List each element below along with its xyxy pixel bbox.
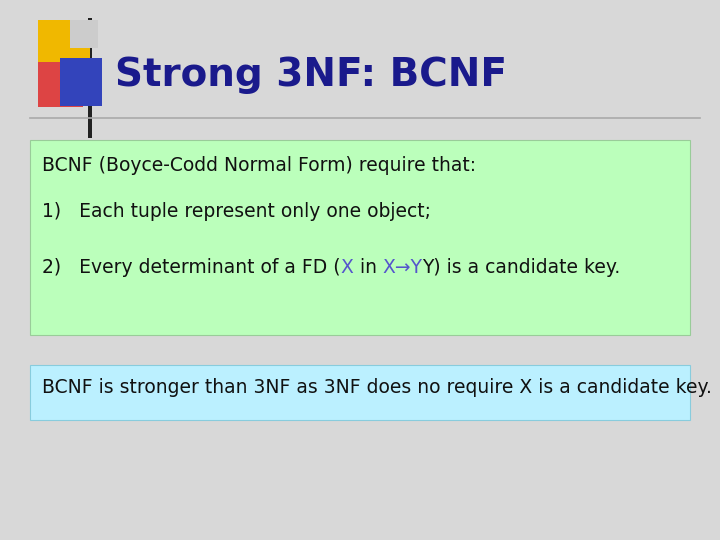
- Bar: [70, 20, 98, 48]
- Bar: [30, 365, 690, 420]
- Bar: [60, 58, 102, 106]
- Text: X→Y: X→Y: [382, 258, 423, 277]
- Bar: [88, 18, 92, 138]
- Text: 1)   Each tuple represent only one object;: 1) Each tuple represent only one object;: [42, 202, 431, 221]
- Text: Y) is a candidate key.: Y) is a candidate key.: [423, 258, 621, 277]
- Bar: [38, 62, 83, 107]
- Text: in: in: [354, 258, 382, 277]
- Text: 2)   Every determinant of a FD (: 2) Every determinant of a FD (: [42, 258, 341, 277]
- Text: BCNF (Boyce-Codd Normal Form) require that:: BCNF (Boyce-Codd Normal Form) require th…: [42, 156, 476, 175]
- Text: X: X: [341, 258, 354, 277]
- Bar: [30, 140, 690, 335]
- Text: BCNF is stronger than 3NF as 3NF does no require X is a candidate key.: BCNF is stronger than 3NF as 3NF does no…: [42, 378, 712, 397]
- Text: Strong 3NF: BCNF: Strong 3NF: BCNF: [115, 56, 507, 94]
- Bar: [38, 20, 90, 72]
